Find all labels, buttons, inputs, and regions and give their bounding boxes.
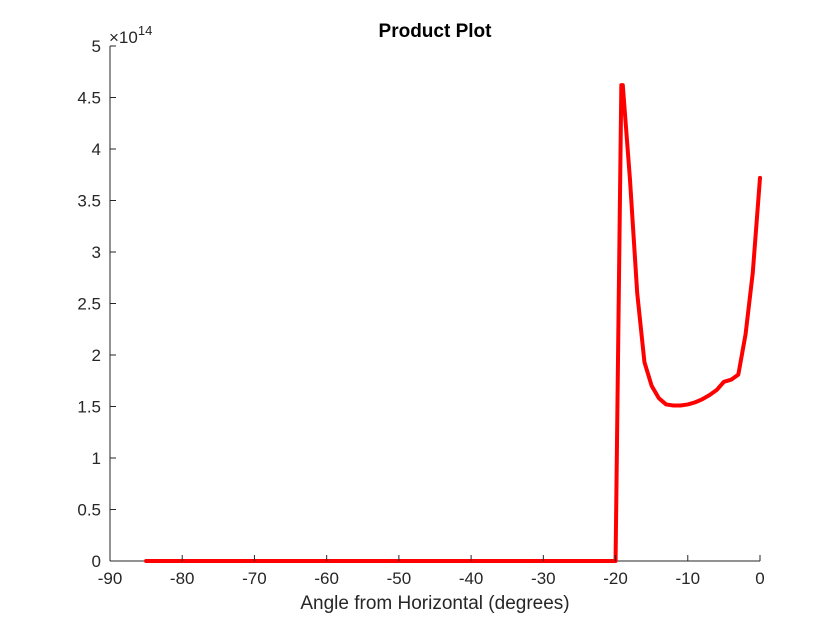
y-tick-label: 1.5 (77, 398, 101, 417)
data-point (693, 400, 697, 404)
tick-layer: -90 -80 -70 -60 -50 -40 -30 -20 -10 0 0 0.5 1 1.5 2 2.5… (77, 37, 764, 588)
data-point (736, 373, 740, 377)
series-layer (144, 83, 762, 563)
chart-title: Product Plot (379, 21, 493, 42)
y-tick-label: 2.5 (77, 295, 101, 314)
data-point (758, 176, 762, 180)
y-tick-label: 1 (92, 449, 101, 468)
data-point (657, 396, 661, 400)
data-point (707, 393, 711, 397)
y-tick-label: 2 (92, 346, 101, 365)
data-point (650, 384, 654, 388)
data-point (751, 271, 755, 275)
data-point (635, 291, 639, 295)
x-tick-label: -70 (242, 569, 267, 588)
x-tick-label: -20 (603, 569, 628, 588)
data-point (621, 83, 625, 87)
y-tick-label: 0 (92, 552, 101, 571)
y-tick-label: 3.5 (77, 192, 101, 211)
data-point (606, 559, 610, 563)
x-tick-label: 0 (755, 569, 764, 588)
y-tick-label: 4 (92, 140, 101, 159)
data-point (715, 388, 719, 392)
data-point (729, 378, 733, 382)
x-tick-label: -60 (314, 569, 339, 588)
y-axis-exponent: ×1014 (109, 23, 152, 47)
data-point (700, 397, 704, 401)
y-axis-exponent-power: 14 (138, 23, 152, 38)
y-axis-exponent-base: ×10 (109, 28, 138, 47)
x-tick-label: -10 (675, 569, 700, 588)
y-tick-label: 5 (92, 37, 101, 56)
y-tick-label: 0.5 (77, 501, 101, 520)
data-point (664, 402, 668, 406)
data-point (686, 402, 690, 406)
data-point (744, 332, 748, 336)
y-tick-label: 4.5 (77, 89, 101, 108)
data-point (679, 403, 683, 407)
data-point (671, 403, 675, 407)
x-tick-label: -50 (387, 569, 412, 588)
data-point (144, 559, 148, 563)
data-point (642, 360, 646, 364)
data-point (722, 380, 726, 384)
x-tick-label: -40 (459, 569, 484, 588)
x-tick-label: -90 (98, 569, 123, 588)
x-axis-label: Angle from Horizontal (degrees) (300, 593, 569, 614)
y-tick-label: 3 (92, 243, 101, 262)
data-point (628, 178, 632, 182)
x-tick-label: -80 (170, 569, 195, 588)
x-tick-label: -30 (531, 569, 556, 588)
